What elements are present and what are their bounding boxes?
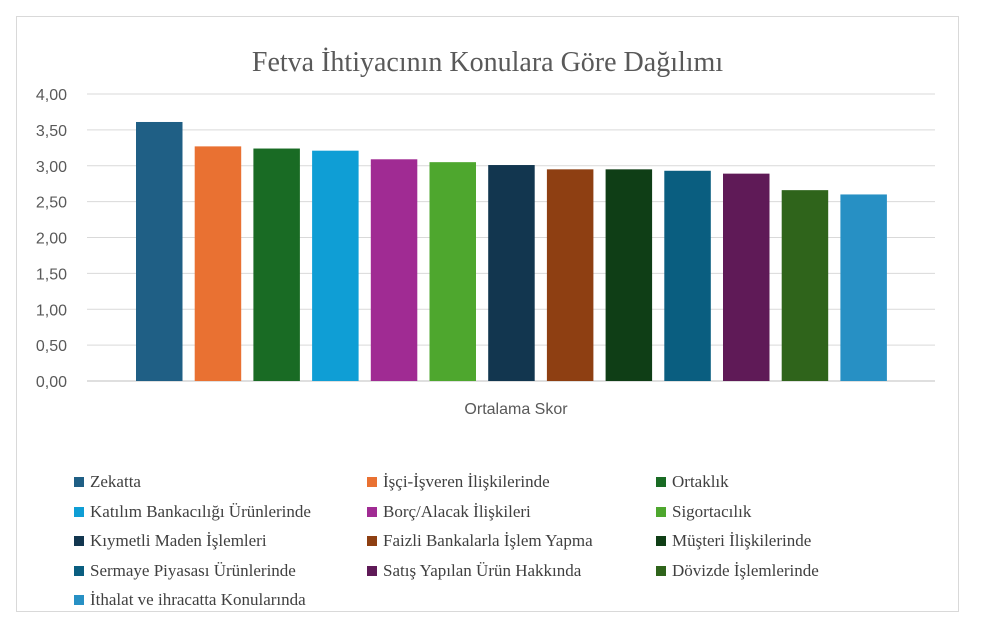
y-tick-label: 1,50 [36, 266, 67, 283]
y-tick-label: 4,00 [36, 87, 67, 104]
legend-swatch [74, 506, 84, 517]
legend-label: Kıymetli Maden İşlemleri [90, 531, 267, 550]
legend-item: İthalat ve ihracatta Konularında [74, 590, 306, 610]
y-tick-label: 0,50 [36, 338, 67, 355]
legend-label: İthalat ve ihracatta Konularında [90, 590, 306, 609]
chart-title: Fetva İhtiyacının Konulara Göre Dağılımı [251, 47, 724, 78]
bar [370, 159, 418, 381]
legend-label: Katılım Bankacılığı Ürünlerinde [90, 501, 311, 521]
bar [429, 162, 476, 381]
bar [781, 190, 829, 381]
x-axis-category-label: Ortalama Skor [464, 401, 568, 418]
legend-item: Zekatta [74, 472, 141, 492]
legend-swatch [367, 565, 377, 576]
legend-item: Borç/Alacak İlişkileri [367, 502, 531, 522]
legend-item: Faizli Bankalarla İşlem Yapma [367, 531, 593, 551]
bar [664, 170, 711, 381]
legend-label: Müşteri İlişkilerinde [672, 531, 812, 550]
legend-swatch [367, 536, 377, 546]
legend-label: Sigortacılık [672, 501, 752, 521]
y-tick-label: 1,00 [36, 302, 67, 319]
bar [194, 146, 242, 381]
legend-swatch [656, 536, 666, 546]
bar [253, 148, 300, 381]
legend-item: Katılım Bankacılığı Ürünlerinde [74, 502, 311, 522]
y-tick-label: 3,00 [36, 159, 67, 176]
legend-swatch [367, 506, 377, 517]
bar [488, 165, 535, 381]
legend-label: Borç/Alacak İlişkileri [383, 501, 531, 521]
legend-swatch [367, 477, 377, 487]
legend-item: Satış Yapılan Ürün Hakkında [367, 561, 581, 581]
bar [136, 121, 183, 382]
legend-label: Ortaklık [672, 472, 729, 491]
legend-item: Ortaklık [656, 472, 729, 492]
legend-swatch [74, 477, 84, 487]
y-tick-label: 2,00 [36, 231, 67, 248]
legend-label: Dövizde İşlemlerinde [672, 560, 819, 580]
legend-item: Kıymetli Maden İşlemleri [74, 531, 267, 551]
chart-frame: Fetva İhtiyacının Konulara Göre Dağılımı… [16, 16, 959, 612]
legend-label: Sermaye Piyasası Ürünlerinde [90, 560, 296, 580]
legend-label: Faizli Bankalarla İşlem Yapma [383, 531, 593, 550]
y-tick-label: 3,50 [36, 123, 67, 140]
legend-label: Zekatta [90, 472, 141, 491]
legend-item: Sigortacılık [656, 502, 751, 522]
legend-label: İşçi-İşveren İlişkilerinde [383, 472, 550, 491]
legend-label: Satış Yapılan Ürün Hakkında [383, 560, 582, 580]
legend-swatch [74, 565, 84, 576]
legend-swatch [656, 506, 666, 517]
legend-item: Dövizde İşlemlerinde [656, 561, 819, 581]
legend-swatch [656, 477, 666, 487]
y-tick-label: 0,00 [36, 374, 67, 391]
legend-item: Müşteri İlişkilerinde [656, 531, 811, 551]
legend-item: İşçi-İşveren İlişkilerinde [367, 472, 550, 492]
y-tick-label: 2,50 [36, 195, 67, 212]
bar [723, 173, 770, 381]
legend-swatch [74, 536, 84, 546]
legend-swatch [74, 595, 84, 605]
bar [840, 194, 887, 381]
bar [546, 169, 594, 381]
bar [605, 169, 653, 381]
legend-swatch [656, 565, 666, 576]
bar [312, 150, 359, 381]
bar-chart-plot: 0,00 0,50 1,00 1,50 2,00 2,50 3,00 3,50 4,00 Orta… [36, 87, 935, 418]
legend-item: Sermaye Piyasası Ürünlerinde [74, 561, 296, 581]
